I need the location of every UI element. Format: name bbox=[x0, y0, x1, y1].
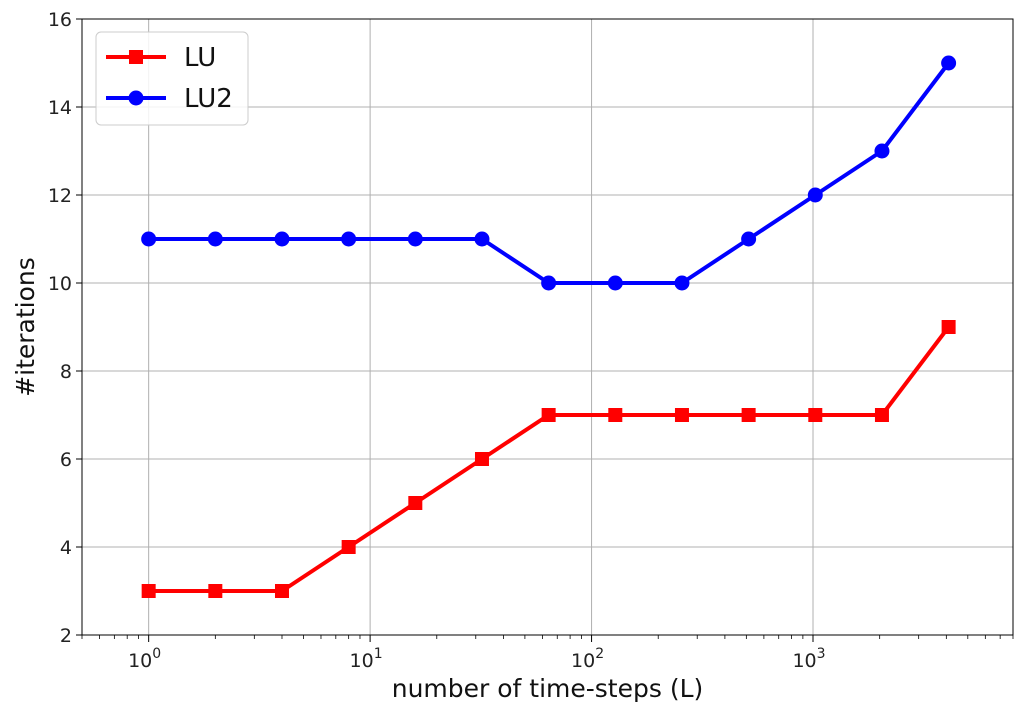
data-point-lu bbox=[674, 408, 689, 422]
series-layer bbox=[141, 55, 957, 598]
series-lu bbox=[141, 320, 956, 598]
y-tick-label: 6 bbox=[60, 449, 72, 471]
x-tick-label: 103 bbox=[792, 646, 825, 672]
data-point-lu2 bbox=[941, 55, 957, 71]
x-tick-label: 102 bbox=[571, 646, 604, 672]
data-point-lu bbox=[808, 408, 823, 422]
data-point-lu2 bbox=[274, 231, 290, 247]
data-point-lu bbox=[608, 408, 623, 422]
data-point-lu bbox=[541, 408, 556, 422]
data-point-lu2 bbox=[674, 275, 690, 291]
legend-marker-lu2 bbox=[128, 90, 144, 106]
data-point-lu2 bbox=[407, 231, 423, 247]
data-point-lu bbox=[874, 408, 889, 422]
series-lu2 bbox=[141, 55, 957, 291]
data-point-lu2 bbox=[341, 231, 357, 247]
y-tick-label: 8 bbox=[60, 361, 72, 383]
legend-marker-lu bbox=[129, 50, 143, 64]
data-point-lu bbox=[141, 584, 156, 598]
data-point-lu2 bbox=[607, 275, 623, 291]
series-line-lu2 bbox=[148, 61, 951, 285]
y-tick-label: 2 bbox=[60, 625, 72, 647]
y-tick-label: 12 bbox=[48, 185, 72, 207]
data-point-lu2 bbox=[141, 231, 157, 247]
y-tick-label: 14 bbox=[48, 97, 72, 119]
data-point-lu bbox=[341, 540, 356, 554]
axis-ticks: 2 4 6 8 10 12 14 16 100 101 102 103 bbox=[48, 9, 1014, 672]
data-point-lu bbox=[741, 408, 756, 422]
data-point-lu bbox=[274, 584, 289, 598]
legend-label-lu2: LU2 bbox=[184, 84, 233, 114]
y-tick-label: 10 bbox=[48, 273, 72, 295]
y-axis-title: #iterations bbox=[11, 257, 40, 397]
data-point-lu bbox=[474, 452, 489, 466]
x-tick-label: 100 bbox=[128, 646, 161, 672]
x-tick-label: 101 bbox=[350, 646, 383, 672]
legend: LU LU2 bbox=[95, 31, 249, 126]
data-point-lu2 bbox=[741, 231, 757, 247]
data-point-lu2 bbox=[541, 275, 557, 291]
y-tick-label: 16 bbox=[48, 9, 72, 31]
plot-frame bbox=[81, 18, 1014, 636]
data-point-lu2 bbox=[874, 143, 890, 159]
x-axis-title: number of time-steps (L) bbox=[392, 674, 704, 703]
data-point-lu bbox=[408, 496, 423, 510]
data-point-lu2 bbox=[207, 231, 223, 247]
legend-label-lu: LU bbox=[184, 43, 216, 73]
data-point-lu bbox=[941, 320, 956, 334]
data-point-lu2 bbox=[807, 187, 823, 203]
data-point-lu bbox=[208, 584, 223, 598]
data-point-lu2 bbox=[474, 231, 490, 247]
y-tick-label: 4 bbox=[60, 537, 72, 559]
